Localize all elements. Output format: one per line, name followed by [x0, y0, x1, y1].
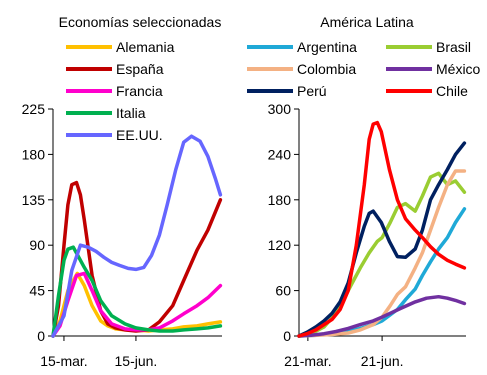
right-y-tick-label: 60	[275, 283, 291, 299]
panel-left: Economías seleccionadas 225 180 135 90 45 0 1…	[22, 14, 223, 369]
series-line-mexico	[297, 294, 467, 338]
left-y-tick-label: 45	[29, 283, 45, 299]
legend-label-ee-uu: EE.UU.	[116, 127, 163, 143]
series-line-espana	[51, 180, 223, 338]
right-y-tick-label: 120	[268, 237, 292, 253]
series-line-italia	[51, 245, 223, 338]
legend-label-peru: Perú	[297, 83, 327, 99]
right-y-tick-label: 240	[268, 146, 292, 162]
series-line-peru	[297, 141, 467, 338]
right-x-tick-label: 21-mar.	[284, 353, 331, 369]
series-line-ee-uu	[51, 134, 223, 338]
legend-label-colombia: Colombia	[297, 61, 356, 77]
left-y-tick-label: 135	[22, 192, 46, 208]
left-y-tick-label: 180	[22, 146, 46, 162]
legend-label-espana: España	[116, 61, 164, 77]
panel-left-title: Economías seleccionadas	[59, 14, 222, 30]
series-line-francia	[51, 271, 223, 338]
legend-label-brasil: Brasil	[436, 39, 471, 55]
right-x-tick-label: 21-jun.	[361, 353, 404, 369]
right-y-tick-label: 300	[268, 101, 292, 117]
legend-label-alemania: Alemania	[116, 39, 175, 55]
legend-label-chile: Chile	[436, 83, 468, 99]
legend-label-francia: Francia	[116, 83, 163, 99]
legend-label-argentina: Argentina	[297, 39, 357, 55]
left-x-tick-label: 15-mar.	[40, 353, 87, 369]
right-y-tick-label: 180	[268, 192, 292, 208]
legend-label-italia: Italia	[116, 105, 146, 121]
panel-right: América Latina 300 240 180 120 60 0 21-mar. 21…	[247, 14, 481, 369]
series-line-colombia	[297, 169, 467, 338]
left-x-tick-label: 15-jun.	[115, 353, 158, 369]
panel-right-title: América Latina	[320, 14, 414, 30]
left-y-tick-label: 90	[29, 237, 45, 253]
series-line-chile	[297, 120, 467, 338]
right-y-tick-label: 0	[283, 328, 291, 344]
left-y-tick-label: 0	[37, 328, 45, 344]
legend-label-mexico: México	[436, 61, 481, 77]
left-y-tick-label: 225	[22, 101, 46, 117]
